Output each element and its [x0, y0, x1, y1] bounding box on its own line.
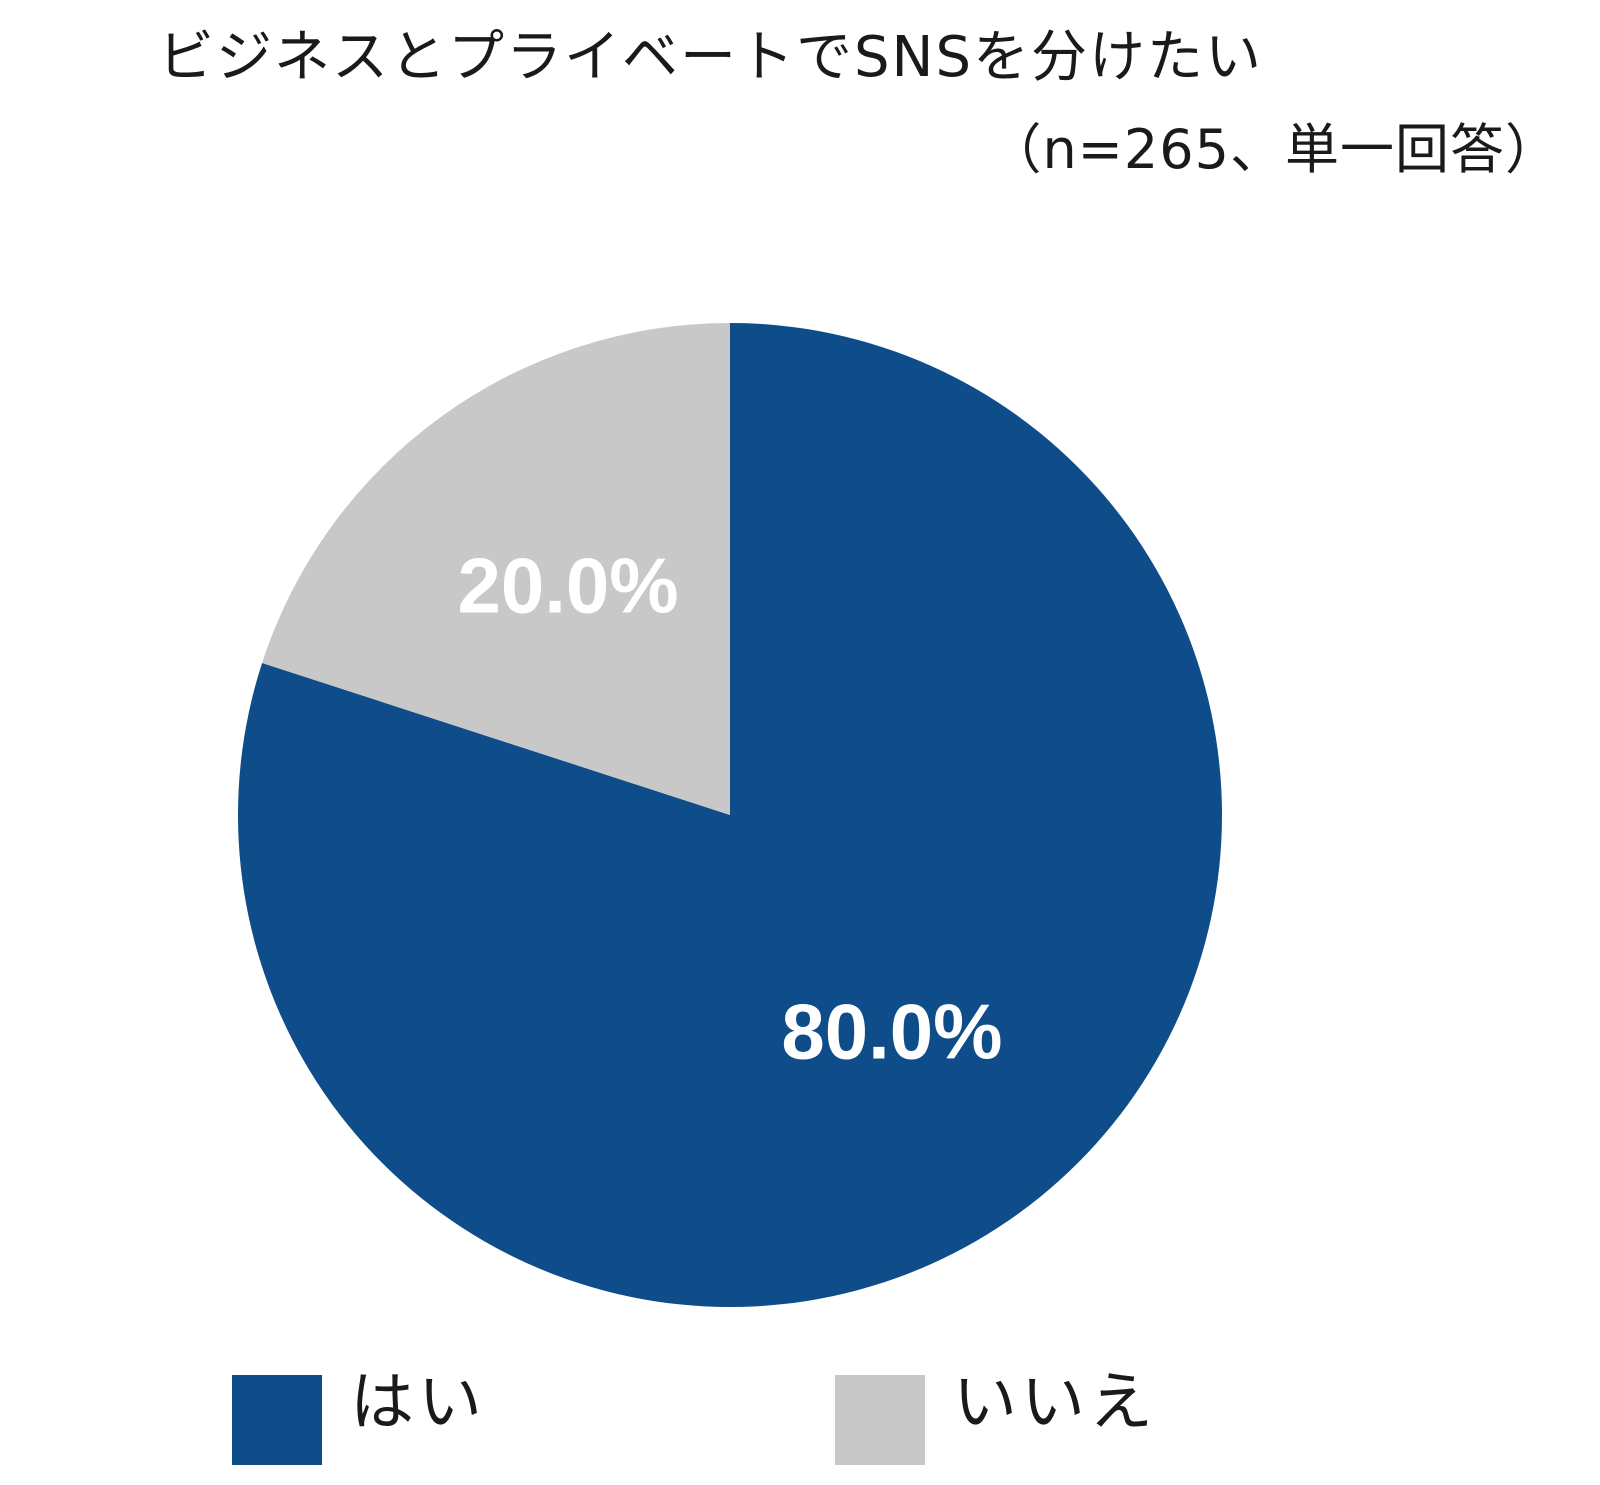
- pie-slice-label-0: 80.0%: [781, 988, 1002, 1076]
- chart-title: ビジネスとプライベートでSNSを分けたい: [158, 25, 1263, 90]
- pie-slice-label-1: 20.0%: [457, 542, 678, 630]
- legend-swatch-no: [835, 1375, 925, 1465]
- pie-slice-0: [237, 323, 1222, 1307]
- legend-item-no: いいえ: [835, 1371, 1157, 1465]
- legend-item-yes: はい: [232, 1371, 486, 1465]
- pie-slice-1: [262, 323, 730, 815]
- legend-swatch-yes: [232, 1375, 322, 1465]
- legend-label-yes: はい: [350, 1366, 486, 1440]
- legend-label-no: いいえ: [953, 1366, 1157, 1440]
- chart-subtitle: （n=265、単一回答）: [987, 118, 1560, 181]
